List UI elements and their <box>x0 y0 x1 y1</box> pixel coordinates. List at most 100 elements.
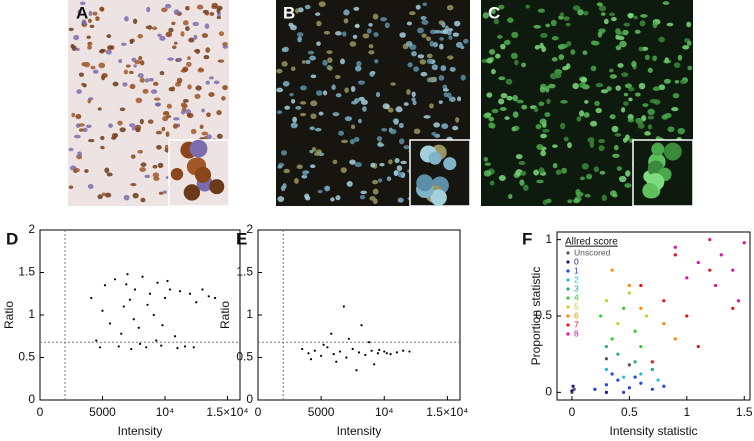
cell-nucleus <box>441 123 449 129</box>
data-point <box>122 305 125 308</box>
cell-nucleus <box>117 120 123 126</box>
cell-nucleus <box>155 102 162 107</box>
cell-nucleus <box>140 162 147 167</box>
data-point <box>351 347 354 351</box>
y-tick-label: 2 <box>28 222 35 236</box>
cell-nucleus <box>309 126 315 131</box>
data-point <box>639 372 643 376</box>
cell-nucleus <box>673 62 681 68</box>
cell-nucleus <box>539 118 547 125</box>
cell-nucleus <box>623 92 629 97</box>
cell-nucleus <box>165 31 173 38</box>
cell-nucleus <box>281 61 288 67</box>
cell-nucleus <box>327 57 333 64</box>
cell-nucleus <box>129 123 136 128</box>
cell-nucleus <box>316 41 321 46</box>
cell-nucleus <box>488 116 495 122</box>
cell-nucleus <box>617 63 624 68</box>
cell-nucleus <box>411 97 416 102</box>
legend-label: 1 <box>574 265 579 275</box>
cell-nucleus <box>612 193 618 198</box>
panel-label: A <box>76 3 88 22</box>
x-tick-label: 0 <box>569 405 576 419</box>
data-point <box>622 306 626 310</box>
cell-nucleus <box>328 65 333 71</box>
cell-nucleus <box>536 143 544 151</box>
cell-nucleus <box>356 60 362 67</box>
cell-nucleus <box>634 29 641 34</box>
data-point <box>163 296 167 300</box>
cell-nucleus <box>317 189 323 194</box>
cell-nucleus <box>162 111 170 116</box>
cell-nucleus <box>131 57 137 62</box>
cell-nucleus <box>620 107 626 113</box>
cell-nucleus <box>129 40 134 44</box>
cell-nucleus <box>201 131 209 136</box>
data-point <box>141 275 144 278</box>
cell-nucleus <box>305 59 311 65</box>
cell-nucleus <box>398 138 405 145</box>
cell-nucleus <box>372 179 379 185</box>
cell-nucleus <box>647 124 653 130</box>
cell-nucleus <box>598 145 605 152</box>
data-point <box>633 375 637 379</box>
data-point <box>192 346 195 349</box>
cell-nucleus <box>277 196 285 202</box>
plot-frame <box>257 229 461 401</box>
y-tick-label: 0.5 <box>236 350 253 364</box>
data-point <box>639 344 643 349</box>
legend-swatch <box>566 314 570 318</box>
data-point <box>376 352 380 355</box>
cell-nucleus <box>672 93 680 99</box>
cell-nucleus <box>68 185 74 189</box>
cell-nucleus <box>216 8 221 14</box>
data-point <box>662 299 666 303</box>
x-tick-label: 1.5 <box>736 405 753 419</box>
cell-nucleus <box>679 79 687 84</box>
cell-nucleus <box>291 66 296 72</box>
x-tick-label: 1.5×10⁴ <box>206 405 248 419</box>
cell-nucleus <box>541 45 547 53</box>
y-axis-label: Proportion statistic <box>529 267 543 366</box>
cell-nucleus <box>622 137 628 143</box>
data-point <box>309 358 313 361</box>
cell-nucleus <box>282 183 287 189</box>
cell-nucleus <box>562 66 569 71</box>
cell-nucleus <box>355 65 362 72</box>
cell-nucleus <box>442 88 449 92</box>
cell-nucleus <box>422 2 428 7</box>
x-axis-label: Intensity <box>118 424 163 438</box>
legend-label: 5 <box>574 301 579 311</box>
data-point <box>639 306 643 310</box>
cell-nucleus <box>204 11 210 16</box>
cell-nucleus <box>483 156 489 162</box>
cell-nucleus <box>498 76 506 81</box>
cell-nucleus <box>354 23 360 29</box>
cell-nucleus <box>134 124 142 131</box>
x-tick-label: 1.5×10⁴ <box>426 405 468 419</box>
cell-nucleus <box>611 125 619 133</box>
cell-nucleus <box>642 103 649 108</box>
cell-nucleus <box>497 34 503 39</box>
cell-nucleus <box>594 100 600 107</box>
cell-nucleus <box>583 112 590 118</box>
cell-nucleus <box>81 62 87 67</box>
cell-nucleus <box>310 100 318 107</box>
cell-nucleus <box>442 84 448 90</box>
cell-nucleus <box>315 12 321 16</box>
cell-nucleus <box>397 197 404 203</box>
cell-nucleus <box>614 133 622 137</box>
cell-nucleus <box>301 60 307 64</box>
cell-nucleus <box>71 112 76 118</box>
cell-nucleus <box>567 199 573 204</box>
cell-nucleus <box>208 92 215 97</box>
cell-nucleus <box>510 52 518 60</box>
cell-nucleus <box>586 173 593 180</box>
cell-nucleus <box>580 77 588 83</box>
cell-nucleus <box>167 57 174 61</box>
cell-nucleus <box>104 167 110 174</box>
cell-nucleus <box>428 77 435 82</box>
data-point <box>408 350 411 353</box>
cell-nucleus <box>352 34 358 39</box>
cell-nucleus <box>372 188 379 195</box>
